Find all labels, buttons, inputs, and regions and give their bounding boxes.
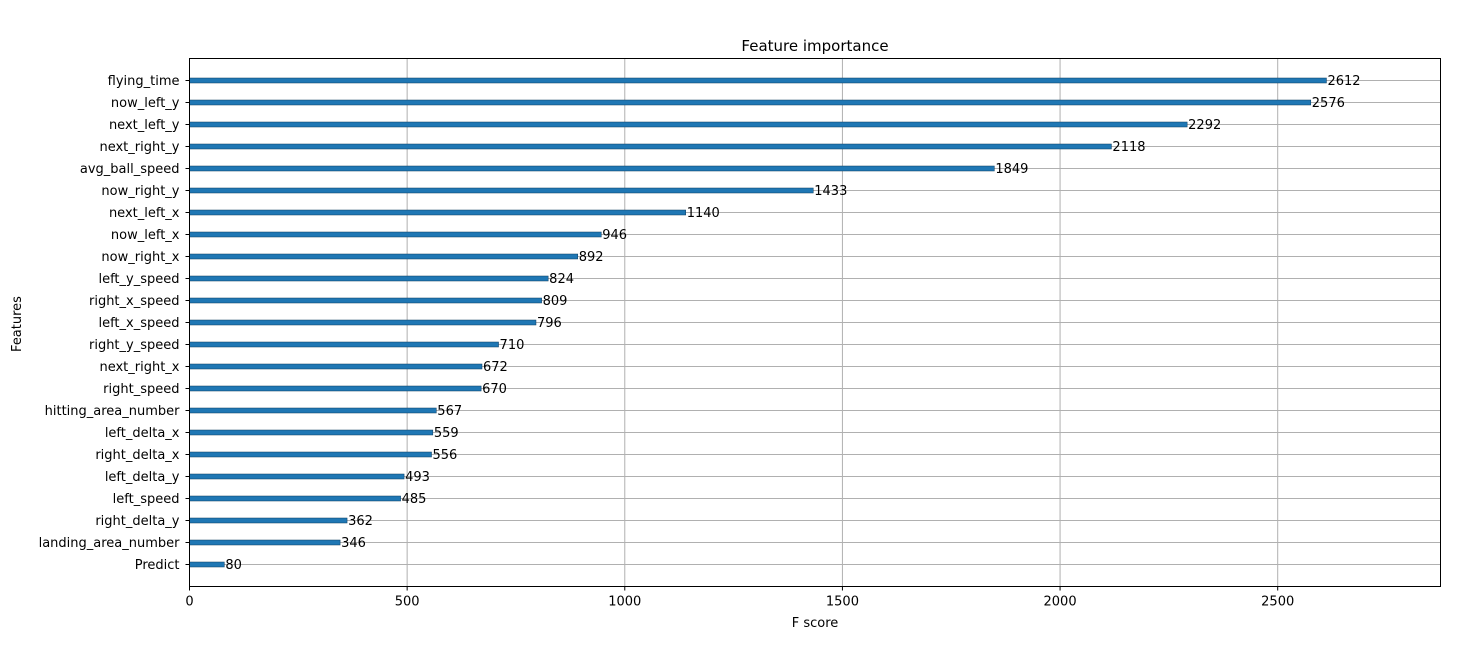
bar-value-label: 2118 — [1112, 140, 1145, 155]
bar — [189, 517, 348, 524]
y-tick-labels: flying_time now_left_y next_left_y next_rig… — [39, 74, 190, 573]
bar-value-label: 892 — [579, 250, 604, 265]
y-tick-label: avg_ball_speed — [80, 162, 180, 177]
y-tick-label: next_right_x — [99, 360, 179, 375]
y-tick-label: left_y_speed — [98, 272, 179, 287]
bar — [189, 231, 602, 238]
bar-value-label: 362 — [348, 514, 373, 529]
bar-value-label: 559 — [434, 426, 459, 441]
x-tick-label: 1000 — [608, 595, 641, 610]
bar-value-label: 809 — [543, 294, 568, 309]
bar — [189, 561, 225, 568]
bar — [189, 341, 499, 348]
bar-value-label: 1849 — [995, 162, 1028, 177]
y-tick-label: left_x_speed — [98, 316, 179, 331]
bar — [189, 473, 405, 480]
bar-value-label: 2576 — [1312, 96, 1345, 111]
y-tick-label: next_left_y — [109, 118, 180, 133]
bar-value-label: 556 — [433, 448, 458, 463]
plot-frame — [189, 58, 1441, 587]
x-tick-label: 2500 — [1261, 595, 1294, 610]
y-tick-label: now_right_y — [101, 184, 179, 199]
bar-value-label: 710 — [500, 338, 525, 353]
x-axis-label: F score — [792, 616, 839, 631]
bar-value-label: 80 — [225, 558, 242, 573]
y-axis-label: Features — [10, 296, 25, 352]
bar — [189, 143, 1112, 150]
x-tick-label: 1500 — [826, 595, 859, 610]
bar — [189, 297, 542, 304]
y-tick-label: Predict — [135, 558, 180, 573]
bar-value-label: 670 — [482, 382, 507, 397]
y-tick-label: right_delta_y — [95, 514, 179, 529]
bar — [189, 495, 401, 502]
y-tick-label: right_speed — [103, 382, 179, 397]
y-tick-label: next_left_x — [109, 206, 180, 221]
bar-value-label: 493 — [405, 470, 430, 485]
bar-value-label: 1433 — [814, 184, 847, 199]
y-tick-label: flying_time — [108, 74, 180, 89]
y-tick-label: left_delta_y — [105, 470, 180, 485]
y-tick-label: now_left_y — [111, 96, 180, 111]
y-tick-label: now_right_x — [101, 250, 179, 265]
bar-value-label: 567 — [437, 404, 462, 419]
bar — [189, 539, 341, 546]
bar — [189, 121, 1188, 128]
x-tick-label: 0 — [185, 595, 193, 610]
y-tick-label: right_y_speed — [89, 338, 180, 353]
bar — [189, 407, 437, 414]
x-tick-label: 500 — [395, 595, 420, 610]
y-tick-label: right_x_speed — [89, 294, 180, 309]
y-tick-label: landing_area_number — [39, 536, 181, 551]
bar — [189, 429, 434, 436]
y-tick-label: left_speed — [113, 492, 180, 507]
value-labels: 2612 2576 2292 2118 1849 1433 1140 946 892 824 809… — [225, 74, 1360, 573]
y-tick-label: next_right_y — [99, 140, 179, 155]
bar — [189, 319, 537, 326]
x-tick-label: 2000 — [1044, 595, 1077, 610]
bars — [189, 77, 1327, 568]
bar-value-label: 2612 — [1327, 74, 1360, 89]
bar-value-label: 346 — [341, 536, 366, 551]
y-tick-label: hitting_area_number — [45, 404, 181, 419]
bar — [189, 165, 995, 172]
bar-value-label: 824 — [549, 272, 574, 287]
bar-value-label: 485 — [402, 492, 427, 507]
chart-title: Feature importance — [741, 37, 888, 55]
bar — [189, 77, 1327, 84]
bar-value-label: 946 — [602, 228, 627, 243]
bar — [189, 275, 549, 282]
y-tick-label: right_delta_x — [95, 448, 179, 463]
bar-value-label: 2292 — [1188, 118, 1221, 133]
x-tick-labels: 0 500 1000 1500 2000 2500 — [185, 586, 1294, 610]
bar — [189, 187, 814, 194]
bar — [189, 363, 483, 370]
bar-value-label: 1140 — [687, 206, 720, 221]
bar — [189, 253, 579, 260]
y-tick-label: left_delta_x — [105, 426, 180, 441]
bar-value-label: 672 — [483, 360, 508, 375]
y-tick-label: now_left_x — [111, 228, 180, 243]
bar — [189, 99, 1312, 106]
bar — [189, 385, 482, 392]
bar — [189, 451, 432, 458]
bar-value-label: 796 — [537, 316, 562, 331]
bar — [189, 209, 686, 216]
